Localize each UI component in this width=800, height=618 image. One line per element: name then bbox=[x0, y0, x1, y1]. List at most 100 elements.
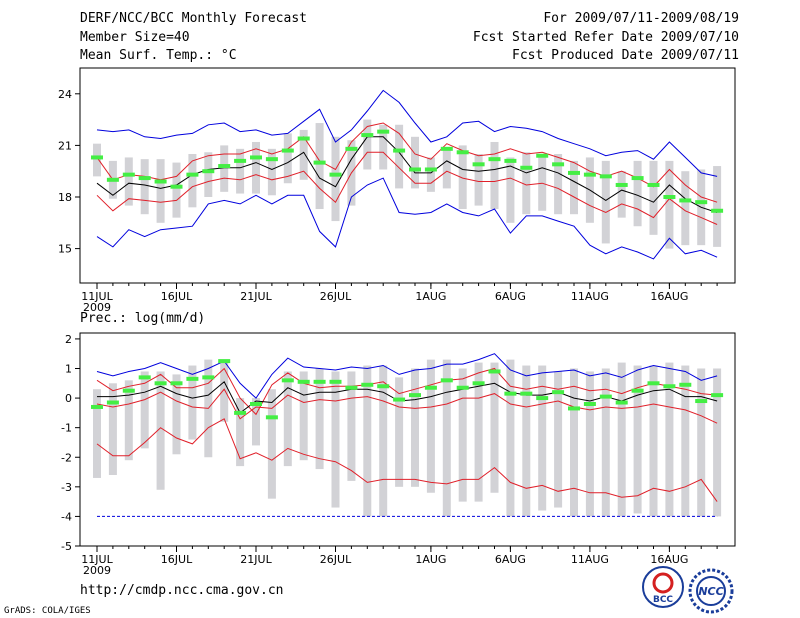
precip-obs-mark bbox=[599, 394, 612, 399]
precip-ytick-label: 0 bbox=[65, 392, 72, 405]
temp-box bbox=[490, 141, 499, 210]
temp-obs-mark bbox=[377, 129, 390, 134]
temp-year-label: 2009 bbox=[83, 301, 111, 314]
temp-obs-mark bbox=[393, 148, 406, 153]
temp-box bbox=[554, 154, 563, 215]
temp-obs-mark bbox=[202, 169, 215, 174]
precip-box bbox=[697, 368, 706, 517]
temp-box bbox=[140, 159, 149, 215]
temp-box bbox=[617, 171, 626, 218]
precip-panel-title: Prec.: log(mm/d) bbox=[80, 311, 206, 326]
temp-box bbox=[713, 166, 722, 247]
precip-obs-mark bbox=[424, 385, 437, 390]
ncc-logo-inner bbox=[696, 576, 726, 606]
precip-ytick-label: -1 bbox=[61, 422, 72, 435]
temp-series-p25 bbox=[96, 151, 718, 225]
precip-box bbox=[108, 383, 117, 475]
precip-box bbox=[379, 365, 388, 517]
precip-xtick-label: 11AUG bbox=[571, 553, 609, 566]
temp-box bbox=[411, 136, 419, 189]
precip-obs-mark bbox=[234, 410, 247, 415]
member-size-label: Member Size=40 bbox=[80, 30, 190, 45]
precip-xtick-label: 16AUG bbox=[650, 553, 688, 566]
temp-box bbox=[379, 124, 388, 170]
temp-box bbox=[649, 160, 658, 235]
precip-box bbox=[426, 359, 435, 493]
precip-ytick-label: -5 bbox=[61, 540, 72, 553]
temp-box bbox=[236, 148, 245, 194]
precip-ytick-label: 2 bbox=[65, 333, 72, 346]
temp-xtick-label: 21JUL bbox=[240, 290, 272, 303]
temp-obs-mark bbox=[106, 177, 119, 182]
precip-box bbox=[506, 359, 515, 517]
precip-box bbox=[172, 374, 181, 455]
precip-obs-mark bbox=[297, 379, 310, 384]
precip-obs-mark bbox=[218, 359, 231, 364]
temp-obs-mark bbox=[504, 158, 517, 163]
temp-obs-mark bbox=[170, 184, 183, 189]
precip-xtick-label: 6AUG bbox=[495, 553, 526, 566]
footer-url[interactable]: http://cmdp.ncc.cma.gov.cn bbox=[80, 583, 284, 598]
temp-obs-mark bbox=[695, 200, 708, 205]
temp-obs-mark bbox=[663, 195, 676, 199]
temp-box bbox=[267, 148, 276, 196]
precip-box bbox=[474, 362, 483, 502]
precip-box bbox=[442, 359, 451, 517]
temp-xtick-label: 16JUL bbox=[161, 290, 193, 303]
temp-series-min bbox=[96, 177, 718, 260]
precip-obs-mark bbox=[409, 393, 421, 398]
temp-obs-mark bbox=[552, 162, 565, 167]
precip-obs-mark bbox=[170, 381, 183, 386]
precip-box bbox=[633, 365, 642, 514]
precip-box bbox=[681, 365, 690, 517]
temp-box bbox=[633, 160, 642, 227]
precip-obs-mark bbox=[281, 378, 294, 383]
temp-obs-mark bbox=[313, 160, 326, 165]
temp-box bbox=[442, 148, 451, 189]
chart-title: DERF/NCC/BCC Monthly Forecast bbox=[80, 11, 307, 26]
temp-box bbox=[395, 124, 404, 189]
precip-obs-mark bbox=[615, 400, 628, 405]
temp-obs-mark bbox=[711, 208, 724, 213]
temp-box bbox=[188, 154, 197, 208]
precip-box bbox=[188, 365, 197, 440]
temp-obs-mark bbox=[281, 148, 294, 153]
temp-xtick-label: 6AUG bbox=[495, 290, 526, 303]
forecast-period: For 2009/07/11-2009/08/19 bbox=[543, 11, 739, 26]
precip-box bbox=[665, 362, 674, 517]
temp-panel: 15 18 21 24 11JUL 16JUL 21JUL 26JUL 1AUG 6AUG 11AU… bbox=[58, 67, 736, 314]
forecast-produced-date: Fcst Produced Date 2009/07/11 bbox=[512, 48, 739, 63]
precip-obs-mark bbox=[393, 397, 406, 402]
temp-xtick-label: 11AUG bbox=[571, 290, 609, 303]
precip-year-label: 2009 bbox=[83, 564, 111, 577]
temp-box bbox=[93, 143, 101, 177]
temp-box bbox=[299, 129, 308, 180]
temp-box bbox=[474, 154, 483, 206]
precip-obs-mark bbox=[138, 375, 151, 380]
temp-obs-mark bbox=[647, 182, 660, 187]
temp-box bbox=[220, 145, 229, 192]
precip-obs-mark bbox=[520, 391, 533, 396]
precip-obs-mark bbox=[711, 393, 724, 398]
precip-box bbox=[315, 368, 324, 470]
precip-obs-mark bbox=[583, 402, 596, 406]
temp-box bbox=[315, 123, 324, 210]
temp-ytick-label: 24 bbox=[58, 88, 72, 101]
precip-xtick-label: 21JUL bbox=[240, 553, 272, 566]
temp-obs-mark bbox=[583, 172, 596, 177]
precip-box bbox=[713, 368, 722, 517]
temp-obs-mark bbox=[345, 146, 358, 151]
temp-xtick-label: 26JUL bbox=[320, 290, 352, 303]
precip-box bbox=[411, 368, 419, 487]
temp-obs-mark bbox=[488, 157, 501, 162]
temp-obs-mark bbox=[234, 158, 247, 163]
temp-obs-mark bbox=[631, 176, 644, 181]
precip-obs-mark bbox=[329, 379, 342, 384]
precip-obs-mark bbox=[265, 415, 278, 420]
precip-box bbox=[538, 365, 547, 511]
precip-box bbox=[617, 362, 626, 517]
precip-box bbox=[649, 365, 658, 517]
temp-obs-mark bbox=[409, 167, 421, 172]
precip-obs-mark bbox=[313, 379, 326, 384]
